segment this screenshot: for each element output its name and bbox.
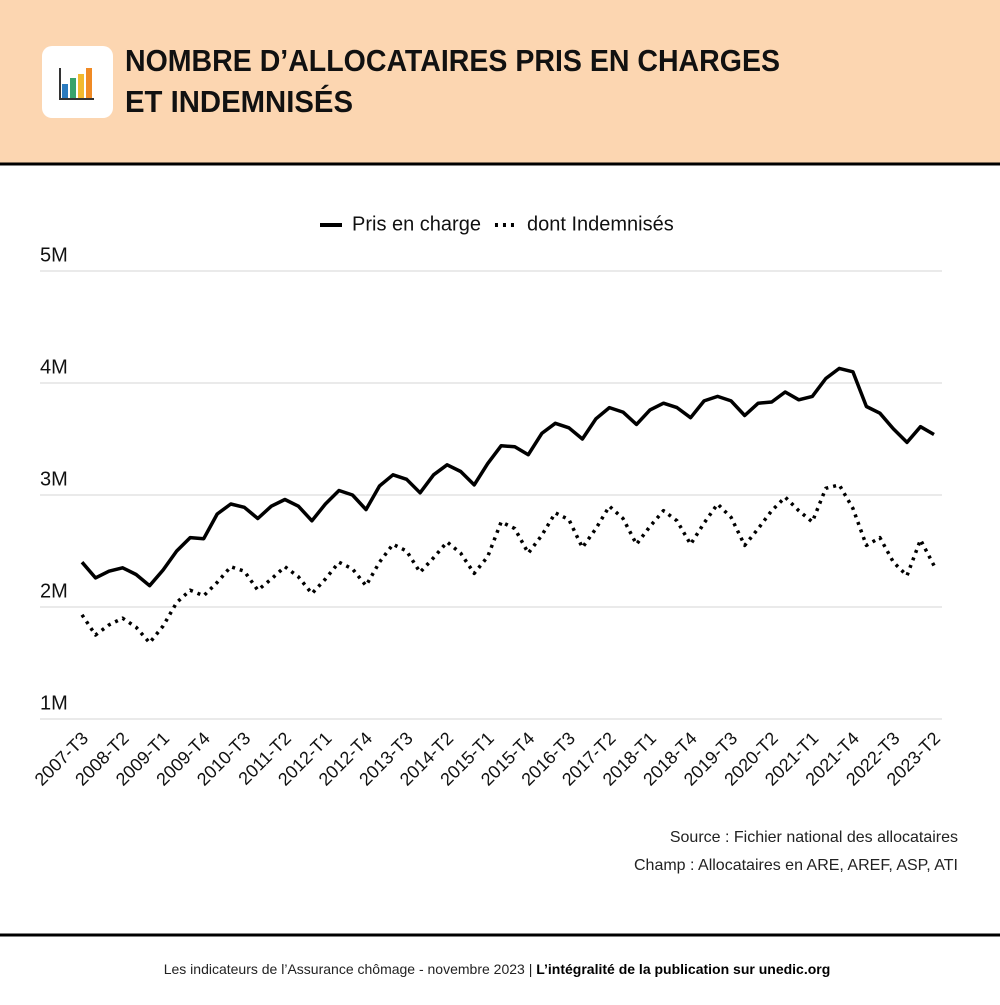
y-tick-label: 2M [40,580,68,602]
legend-label: Pris en charge [352,213,481,235]
y-tick-label: 5M [40,244,68,266]
chart-title: NOMBRE D’ALLOCATAIRES PRIS EN CHARGES [125,43,780,78]
header-icon [42,46,113,118]
chart-title: ET INDEMNISÉS [125,84,353,119]
source-note: Source : Fichier national des allocatair… [670,829,958,846]
header-band [0,0,1000,163]
y-tick-label: 1M [40,692,68,714]
y-tick-label: 4M [40,356,68,378]
footer-text: Les indicateurs de l’Assurance chômage -… [164,961,537,977]
footer: Les indicateurs de l’Assurance chômage -… [164,961,831,977]
y-tick-label: 3M [40,468,68,490]
series-line [80,366,935,588]
scope-note: Champ : Allocataires en ARE, AREF, ASP, … [634,857,958,874]
footer-link: L’intégralité de la publication sur uned… [536,961,830,977]
series-line [80,483,936,645]
legend-label: dont Indemnisés [527,213,674,235]
